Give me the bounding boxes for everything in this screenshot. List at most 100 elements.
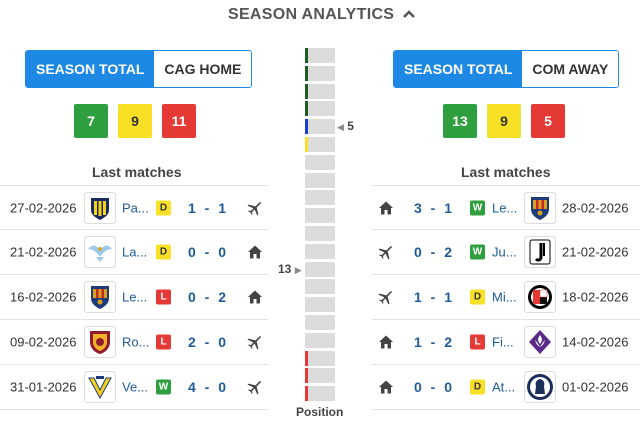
home-icon bbox=[247, 289, 263, 305]
match-score: 4 - 0 bbox=[188, 379, 227, 395]
parma-logo bbox=[84, 191, 116, 224]
opponent-team-name[interactable]: Ve... bbox=[122, 379, 149, 395]
position-cell bbox=[305, 261, 335, 277]
opponent-team-name[interactable]: Ro... bbox=[122, 334, 150, 350]
airplane-icon bbox=[247, 200, 263, 216]
match-date: 21-02-2026 bbox=[10, 244, 77, 260]
match-row[interactable]: 0 - 0 D At... 01-02-2026 bbox=[372, 365, 640, 410]
match-row[interactable]: 3 - 1 W Le... 28-02-2026 bbox=[372, 185, 640, 230]
position-cell bbox=[305, 332, 335, 348]
match-row[interactable]: 27-02-2026 Pa... D 1 - 1 bbox=[0, 185, 268, 230]
position-cell bbox=[305, 48, 335, 63]
lecce-logo bbox=[84, 281, 116, 313]
opponent-team-name[interactable]: At... bbox=[492, 379, 516, 395]
home-icon bbox=[378, 379, 394, 395]
home-icon bbox=[378, 334, 394, 350]
position-cell bbox=[305, 386, 335, 402]
wins-badge: 13 bbox=[443, 104, 477, 138]
left-team-position: 13 bbox=[278, 261, 292, 276]
match-score: 2 - 0 bbox=[188, 334, 227, 350]
match-date: 31-01-2026 bbox=[10, 379, 77, 395]
match-row[interactable]: 1 - 1 D Mi... 18-02-2026 bbox=[372, 275, 640, 320]
right-summary-badges: 13 9 5 bbox=[443, 104, 565, 138]
position-cell bbox=[305, 137, 335, 152]
opponent-team-name[interactable]: Mi... bbox=[492, 289, 517, 305]
match-row[interactable]: 0 - 2 W Ju... 21-02-2026 bbox=[372, 230, 640, 275]
match-row[interactable]: 1 - 2 L Fi... 14-02-2026 bbox=[372, 320, 640, 365]
right-team-position-indicator: ◀ 5 bbox=[337, 119, 354, 133]
opponent-team-name[interactable]: La... bbox=[122, 244, 148, 260]
position-label: Position bbox=[296, 405, 344, 419]
result-badge: D bbox=[156, 244, 171, 260]
opponent-team-name[interactable]: Pa... bbox=[122, 200, 149, 215]
result-badge: L bbox=[156, 334, 171, 350]
result-badge: W bbox=[156, 379, 171, 395]
home-icon bbox=[247, 244, 263, 260]
position-cell bbox=[305, 119, 335, 135]
result-badge: L bbox=[156, 289, 171, 305]
match-score: 0 - 0 bbox=[414, 379, 453, 395]
match-date: 09-02-2026 bbox=[10, 334, 77, 350]
position-zone-mark bbox=[305, 101, 308, 117]
position-cell bbox=[305, 350, 335, 366]
position-zone-mark bbox=[305, 65, 308, 81]
result-badge: D bbox=[470, 289, 485, 305]
tab-season-total-right[interactable]: SEASON TOTAL bbox=[394, 51, 523, 87]
result-badge: D bbox=[470, 379, 485, 395]
match-score: 0 - 2 bbox=[188, 289, 227, 305]
season-analytics-header[interactable]: SEASON ANALYTICS bbox=[0, 6, 643, 24]
position-cell bbox=[305, 208, 335, 224]
match-date: 14-02-2026 bbox=[562, 334, 629, 350]
right-team-position: 5 bbox=[347, 119, 354, 134]
opponent-team-name[interactable]: Fi... bbox=[492, 334, 514, 350]
left-pointer-icon: ◀ bbox=[337, 122, 344, 133]
result-badge: W bbox=[470, 200, 485, 215]
position-zone-mark bbox=[305, 350, 308, 366]
tab-season-total-left[interactable]: SEASON TOTAL bbox=[26, 51, 155, 87]
left-summary-badges: 7 9 11 bbox=[74, 104, 196, 138]
position-zone-mark bbox=[305, 137, 308, 152]
match-date: 28-02-2026 bbox=[562, 200, 629, 215]
opponent-team-name[interactable]: Le... bbox=[122, 289, 148, 305]
match-date: 21-02-2026 bbox=[562, 244, 629, 260]
position-zone-mark bbox=[305, 83, 308, 99]
position-zone-mark bbox=[305, 386, 308, 402]
chevron-up-icon[interactable] bbox=[403, 6, 415, 24]
match-row[interactable]: 21-02-2026 La... D 0 - 0 bbox=[0, 230, 268, 275]
position-cell bbox=[305, 154, 335, 170]
opponent-team-name[interactable]: Le... bbox=[492, 200, 518, 215]
position-cell bbox=[305, 101, 335, 117]
tab-cag-home[interactable]: CAG HOME bbox=[154, 51, 252, 87]
juventus-logo bbox=[524, 236, 556, 268]
page-title: SEASON ANALYTICS bbox=[227, 6, 395, 24]
draws-badge: 9 bbox=[487, 104, 521, 138]
airplane-icon bbox=[247, 334, 263, 350]
result-badge: L bbox=[470, 334, 485, 350]
tab-com-away[interactable]: COM AWAY bbox=[522, 51, 619, 87]
position-cell bbox=[305, 226, 335, 241]
result-badge: W bbox=[470, 244, 485, 260]
match-row[interactable]: 09-02-2026 Ro... L 2 - 0 bbox=[0, 320, 268, 365]
right-pointer-icon: ▶ bbox=[294, 264, 302, 275]
match-date: 27-02-2026 bbox=[10, 200, 77, 215]
position-cell bbox=[305, 279, 335, 295]
milan-logo bbox=[524, 281, 556, 313]
position-cell bbox=[305, 172, 335, 188]
right-match-list: 3 - 1 W Le... 28-02-2026 0 - 2 W Ju... 21-02-20… bbox=[372, 185, 640, 410]
atalanta-logo bbox=[524, 371, 556, 403]
roma-logo bbox=[84, 326, 116, 358]
position-cell bbox=[305, 297, 335, 313]
opponent-team-name[interactable]: Ju... bbox=[492, 244, 517, 260]
match-date: 16-02-2026 bbox=[10, 289, 77, 305]
position-zone-mark bbox=[305, 48, 308, 63]
match-score: 1 - 2 bbox=[414, 334, 453, 350]
match-row[interactable]: 16-02-2026 Le... L 0 - 2 bbox=[0, 275, 268, 320]
position-cell bbox=[305, 315, 335, 330]
match-score: 1 - 1 bbox=[414, 289, 453, 305]
airplane-icon bbox=[378, 244, 394, 260]
match-row[interactable]: 31-01-2026 Ve... W 4 - 0 bbox=[0, 365, 268, 410]
match-score: 1 - 1 bbox=[188, 199, 227, 216]
match-score: 0 - 0 bbox=[188, 244, 227, 260]
left-team-position-indicator: 13 ▶ bbox=[278, 262, 302, 276]
losses-badge: 5 bbox=[531, 104, 565, 138]
